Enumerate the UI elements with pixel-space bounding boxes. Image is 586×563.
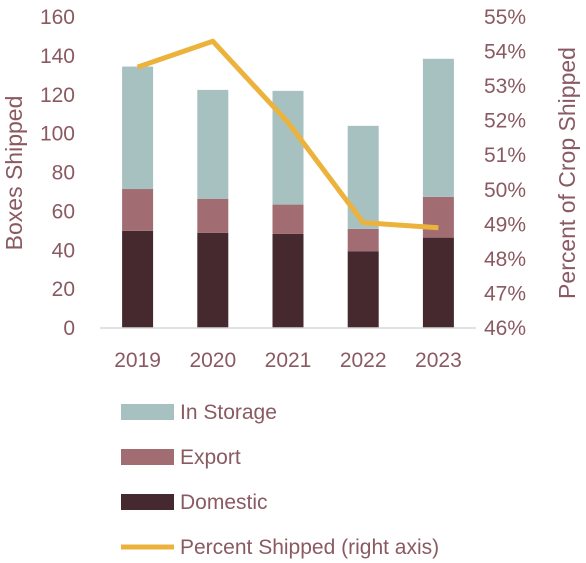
- bar-export-2021: [272, 204, 304, 234]
- y2-tick-label: 51%: [484, 144, 526, 167]
- legend: In Storage Export Domestic Percent Shipped …: [121, 401, 439, 559]
- bar-in-storage-2020: [197, 89, 229, 199]
- y-tick-label: 0: [63, 317, 75, 340]
- y2-tick-label: 52%: [484, 110, 526, 133]
- y2-tick-label: 46%: [484, 317, 526, 340]
- bar-domestic-2023: [422, 237, 454, 328]
- bar-in-storage-2019: [122, 66, 154, 190]
- legend-label-domestic: Domestic: [180, 491, 268, 514]
- legend-label-in-storage: In Storage: [180, 401, 277, 424]
- bar-domestic-2020: [197, 232, 229, 328]
- x-tick-label: 2021: [265, 349, 312, 372]
- y2-tick-label: 54%: [484, 41, 526, 64]
- x-tick-label: 2019: [114, 349, 161, 372]
- bar-export-2022: [347, 228, 379, 252]
- y-axis-title: Boxes Shipped: [1, 96, 27, 251]
- y-tick-label: 80: [52, 162, 75, 185]
- bars-group: [122, 58, 454, 328]
- y-tick-label: 20: [52, 278, 75, 301]
- y-tick-label: 160: [40, 6, 75, 29]
- legend-label-export: Export: [180, 446, 241, 469]
- y2-tick-label: 49%: [484, 213, 526, 236]
- y-tick-label: 100: [40, 123, 75, 146]
- x-tick-label: 2022: [340, 349, 387, 372]
- y-tick-label: 120: [40, 84, 75, 107]
- y2-tick-label: 48%: [484, 248, 526, 271]
- bar-export-2019: [122, 189, 154, 231]
- legend-swatch-domestic: [121, 494, 174, 510]
- y2-axis-ticks: 46% 47% 48% 49% 50% 51% 52% 53% 54% 55%: [484, 6, 526, 340]
- bar-in-storage-2023: [422, 58, 454, 197]
- legend-swatch-export: [121, 449, 174, 465]
- line-percent-shipped: [136, 38, 439, 231]
- y-tick-label: 140: [40, 45, 75, 68]
- y2-axis-title: Percent of Crop Shipped: [554, 47, 580, 299]
- bar-export-2023: [422, 196, 454, 238]
- bar-export-2020: [197, 198, 229, 233]
- x-axis-ticks: 2019 2020 2021 2022 2023: [114, 349, 462, 372]
- y-tick-label: 40: [52, 239, 75, 262]
- line-group: [136, 38, 439, 231]
- bar-domestic-2022: [347, 251, 379, 328]
- y2-tick-label: 55%: [484, 6, 526, 29]
- bar-in-storage-2022: [347, 125, 379, 229]
- y2-tick-label: 53%: [484, 75, 526, 98]
- x-tick-label: 2020: [189, 349, 236, 372]
- legend-label-percent-shipped-right-axis: Percent Shipped (right axis): [180, 536, 439, 559]
- x-tick-label: 2023: [415, 349, 462, 372]
- bar-domestic-2019: [122, 230, 154, 328]
- y-axis-ticks: 0 20 40 60 80 100 120 140 160: [40, 6, 75, 340]
- bar-domestic-2021: [272, 233, 304, 328]
- legend-swatch-in-storage: [121, 404, 174, 420]
- y2-tick-label: 50%: [484, 179, 526, 202]
- y-tick-label: 60: [52, 200, 75, 223]
- y2-tick-label: 47%: [484, 282, 526, 305]
